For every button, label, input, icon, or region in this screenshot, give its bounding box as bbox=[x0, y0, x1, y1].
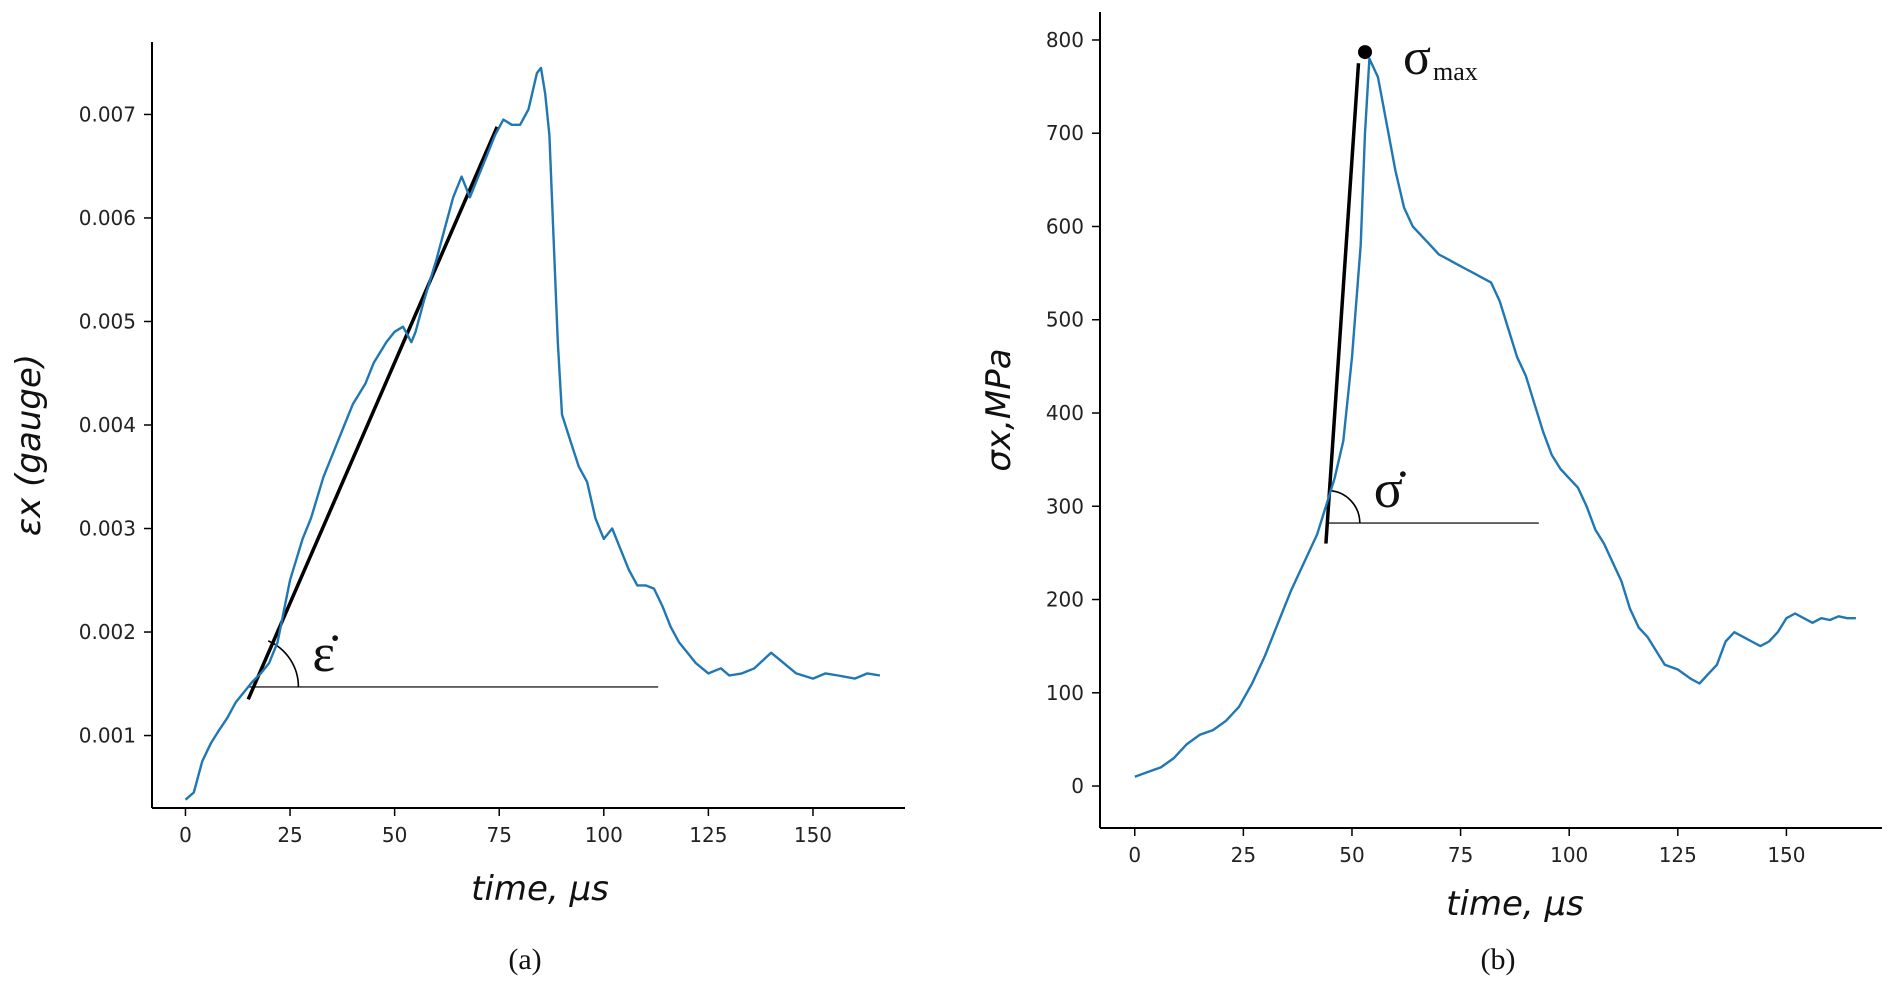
y-axis-title-b: σx,MPa bbox=[979, 348, 1019, 471]
sigma-max-label: σmax bbox=[1403, 29, 1478, 86]
xticks-b: 0 25 50 75 100 125 150 bbox=[1128, 828, 1806, 867]
x-tick-label: 100 bbox=[1550, 843, 1588, 867]
rate-symbol: σ̇ bbox=[1374, 459, 1406, 519]
y-tick-label: 800 bbox=[1046, 28, 1084, 52]
slope-line bbox=[246, 126, 499, 701]
y-tick-label: 0.006 bbox=[79, 206, 136, 230]
panel-a: 0 25 50 75 100 125 150 0.0010.0020.0030.0040.0… bbox=[9, 42, 905, 976]
x-tick-label: 150 bbox=[1767, 843, 1805, 867]
series-a bbox=[184, 66, 881, 801]
x-tick-label: 75 bbox=[1448, 843, 1473, 867]
x-tick-label: 0 bbox=[179, 823, 192, 847]
annotations-a: ε̇ bbox=[246, 126, 659, 701]
slope-line bbox=[1324, 63, 1361, 544]
rate-symbol: ε̇ bbox=[312, 623, 338, 683]
x-axis-title-a: time, μs bbox=[471, 869, 609, 909]
yticks-b: 0 100 200 300 400 500 600 700 800 bbox=[1046, 28, 1100, 798]
x-tick-label: 150 bbox=[794, 823, 832, 847]
series-b bbox=[1134, 57, 1856, 778]
y-tick-label: 0.004 bbox=[79, 413, 136, 437]
panel-b: 0 25 50 75 100 125 150 0 100 200 300 400 500 600 700 8… bbox=[979, 12, 1882, 976]
x-tick-label: 50 bbox=[1339, 843, 1364, 867]
series-line bbox=[184, 66, 881, 801]
y-tick-label: 0.005 bbox=[79, 309, 136, 333]
x-tick-label: 125 bbox=[1659, 843, 1697, 867]
y-tick-label: 600 bbox=[1046, 214, 1084, 238]
x-tick-label: 125 bbox=[689, 823, 727, 847]
angle-arc bbox=[267, 640, 300, 687]
peak-marker bbox=[1358, 45, 1373, 60]
x-tick-label: 25 bbox=[1231, 843, 1256, 867]
x-tick-label: 100 bbox=[585, 823, 623, 847]
y-tick-label: 500 bbox=[1046, 308, 1084, 332]
x-tick-label: 25 bbox=[277, 823, 302, 847]
x-tick-label: 0 bbox=[1128, 843, 1141, 867]
y-tick-label: 200 bbox=[1046, 588, 1084, 612]
series-line bbox=[1134, 57, 1856, 778]
panel-label-b: (b) bbox=[1481, 943, 1516, 976]
xticks-a: 0 25 50 75 100 125 150 bbox=[179, 808, 832, 847]
yticks-a: 0.001 0.002 0.003 0.004 0.005 0.006 0.007 bbox=[79, 102, 152, 748]
y-tick-label: 0.002 bbox=[79, 620, 136, 644]
y-axis-title-a: εx (gauge) bbox=[9, 354, 49, 536]
y-tick-label: 0.007 bbox=[79, 102, 136, 126]
y-tick-label: 0.003 bbox=[79, 517, 136, 541]
axes-a bbox=[151, 42, 905, 809]
sigma-max-subscript: max bbox=[1433, 57, 1478, 86]
panel-label-a: (a) bbox=[508, 943, 541, 976]
x-axis-title-b: time, μs bbox=[1446, 884, 1584, 924]
y-tick-label: 400 bbox=[1046, 401, 1084, 425]
x-tick-label: 50 bbox=[382, 823, 407, 847]
y-tick-label: 0 bbox=[1071, 774, 1084, 798]
axes-b bbox=[1099, 12, 1882, 829]
angle-arc bbox=[1329, 489, 1361, 524]
y-tick-label: 300 bbox=[1046, 494, 1084, 518]
y-tick-label: 0.001 bbox=[79, 724, 136, 748]
x-tick-label: 75 bbox=[486, 823, 511, 847]
y-tick-label: 100 bbox=[1046, 681, 1084, 705]
y-tick-label: 700 bbox=[1046, 121, 1084, 145]
